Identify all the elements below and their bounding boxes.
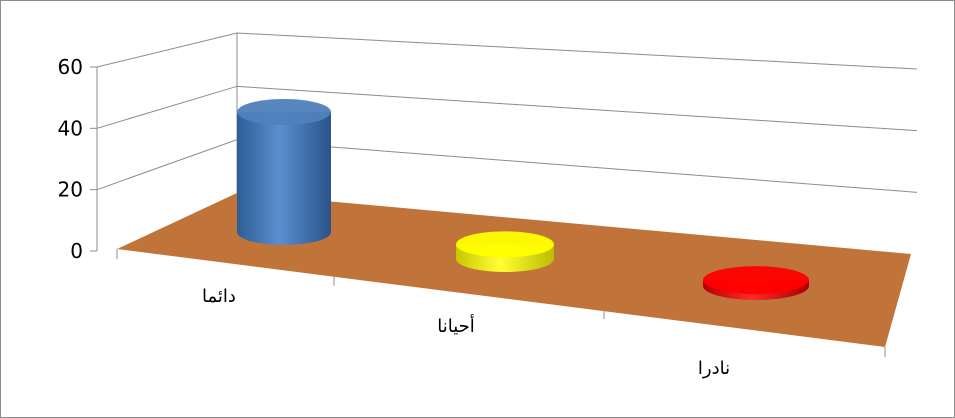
x-tick-label-2: أحيانا bbox=[437, 314, 475, 337]
bar-top bbox=[703, 266, 809, 295]
x-tick-label-1: دائما bbox=[202, 286, 236, 307]
gridline bbox=[96, 139, 918, 193]
y-axis: 0 20 40 60 bbox=[58, 55, 97, 263]
bars bbox=[237, 99, 809, 300]
gridline bbox=[96, 32, 918, 70]
bar bbox=[703, 266, 809, 300]
y-tick-label: 0 bbox=[70, 239, 83, 263]
x-axis-ticks bbox=[116, 249, 886, 357]
gridline bbox=[96, 85, 918, 132]
bar-top bbox=[237, 99, 331, 125]
y-tick-label: 60 bbox=[58, 55, 83, 79]
bar-body bbox=[237, 112, 331, 245]
gridlines bbox=[96, 32, 918, 193]
x-axis-labels: دائما أحيانا نادرا bbox=[202, 286, 730, 379]
y-tick-label: 40 bbox=[58, 116, 83, 140]
bar-top bbox=[456, 231, 554, 258]
bar bbox=[237, 99, 331, 245]
y-tick-label: 20 bbox=[58, 178, 83, 202]
x-tick-label-3: نادرا bbox=[698, 358, 730, 379]
bar bbox=[456, 231, 554, 272]
